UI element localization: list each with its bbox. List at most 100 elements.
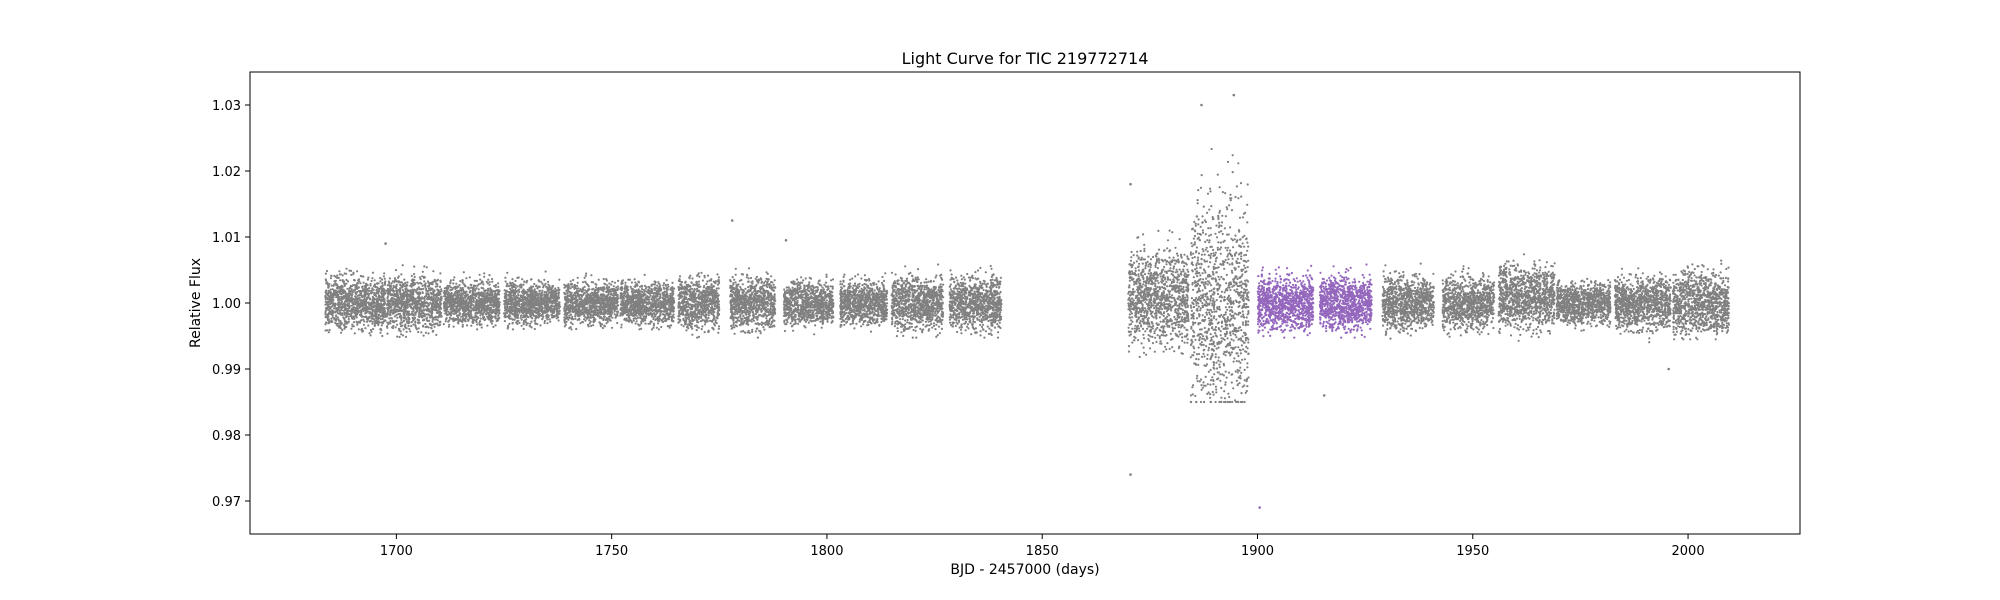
data-point: [377, 302, 380, 305]
data-point: [426, 309, 429, 312]
data-point: [419, 278, 422, 281]
data-point: [396, 294, 400, 297]
data-point: [368, 287, 371, 290]
data-point: [333, 293, 337, 296]
data-point: [380, 324, 383, 327]
data-point: [436, 292, 439, 295]
data-point: [616, 285, 620, 288]
data-point: [391, 320, 394, 323]
data-point: [360, 275, 363, 278]
data-point: [523, 280, 526, 283]
data-point: [577, 287, 580, 290]
data-point: [503, 303, 506, 306]
data-point: [458, 299, 462, 302]
data-point: [615, 294, 619, 297]
data-point: [435, 307, 438, 310]
data-point: [403, 282, 406, 285]
data-point: [555, 289, 558, 292]
data-point: [363, 306, 367, 309]
data-point: [594, 291, 597, 294]
data-point: [535, 300, 539, 303]
data-point: [479, 278, 482, 281]
data-point: [469, 309, 473, 312]
data-point: [563, 318, 566, 322]
data-point: [400, 281, 403, 284]
data-point: [368, 298, 372, 301]
data-point: [327, 283, 330, 286]
data-point: [593, 316, 596, 319]
data-point: [596, 313, 599, 317]
data-point: [324, 310, 327, 313]
data-point: [511, 328, 514, 331]
data-point: [428, 309, 431, 312]
data-point: [570, 328, 573, 331]
data-point: [537, 316, 540, 319]
data-point: [438, 320, 441, 324]
data-point: [381, 311, 385, 315]
data-point: [574, 317, 577, 320]
data-point: [474, 303, 477, 306]
data-point: [438, 301, 441, 304]
data-point: [430, 308, 434, 312]
data-point: [397, 312, 400, 316]
data-point: [346, 280, 350, 283]
data-point: [480, 309, 483, 312]
data-point: [350, 296, 353, 299]
data-point: [604, 311, 607, 314]
data-point: [445, 317, 448, 320]
data-point: [476, 328, 479, 331]
data-point: [585, 311, 588, 314]
data-point: [346, 295, 349, 298]
data-point: [497, 282, 500, 285]
data-point: [546, 310, 549, 313]
data-point: [366, 292, 370, 295]
data-point: [330, 274, 333, 277]
data-point: [468, 298, 471, 301]
data-point: [460, 295, 463, 298]
data-point: [597, 301, 600, 305]
data-point: [340, 295, 343, 298]
data-point: [434, 297, 437, 300]
data-point: [360, 313, 363, 316]
data-point: [354, 310, 357, 313]
data-point: [379, 331, 382, 334]
data-point: [483, 311, 486, 314]
data-point: [363, 320, 366, 323]
data-point: [503, 305, 507, 308]
data-point: [401, 321, 404, 324]
data-point: [483, 298, 486, 301]
data-point: [581, 281, 585, 284]
data-point: [455, 282, 458, 285]
series-0-segment-0: [324, 267, 387, 338]
data-point: [398, 335, 401, 339]
data-point: [612, 287, 616, 291]
data-point: [387, 284, 390, 287]
data-point: [459, 280, 462, 283]
data-point: [469, 289, 472, 292]
data-point: [355, 320, 358, 323]
data-point: [377, 323, 380, 327]
data-point: [326, 297, 329, 300]
data-point: [383, 319, 386, 322]
data-point: [503, 292, 506, 295]
data-point: [379, 277, 382, 280]
data-point: [377, 292, 380, 295]
data-point: [504, 309, 507, 312]
data-point: [571, 315, 574, 318]
data-point: [612, 294, 615, 297]
data-point: [400, 297, 403, 300]
data-point: [546, 305, 549, 308]
data-point: [366, 278, 369, 281]
data-point: [439, 313, 442, 316]
data-point: [616, 310, 620, 313]
data-point: [341, 274, 344, 277]
data-point: [576, 281, 579, 284]
data-point: [583, 309, 586, 312]
data-point: [496, 317, 499, 320]
data-point: [534, 290, 537, 293]
data-point: [478, 309, 481, 312]
data-point: [465, 301, 468, 304]
data-point: [331, 295, 334, 299]
data-point: [510, 311, 513, 314]
data-point: [545, 307, 548, 310]
